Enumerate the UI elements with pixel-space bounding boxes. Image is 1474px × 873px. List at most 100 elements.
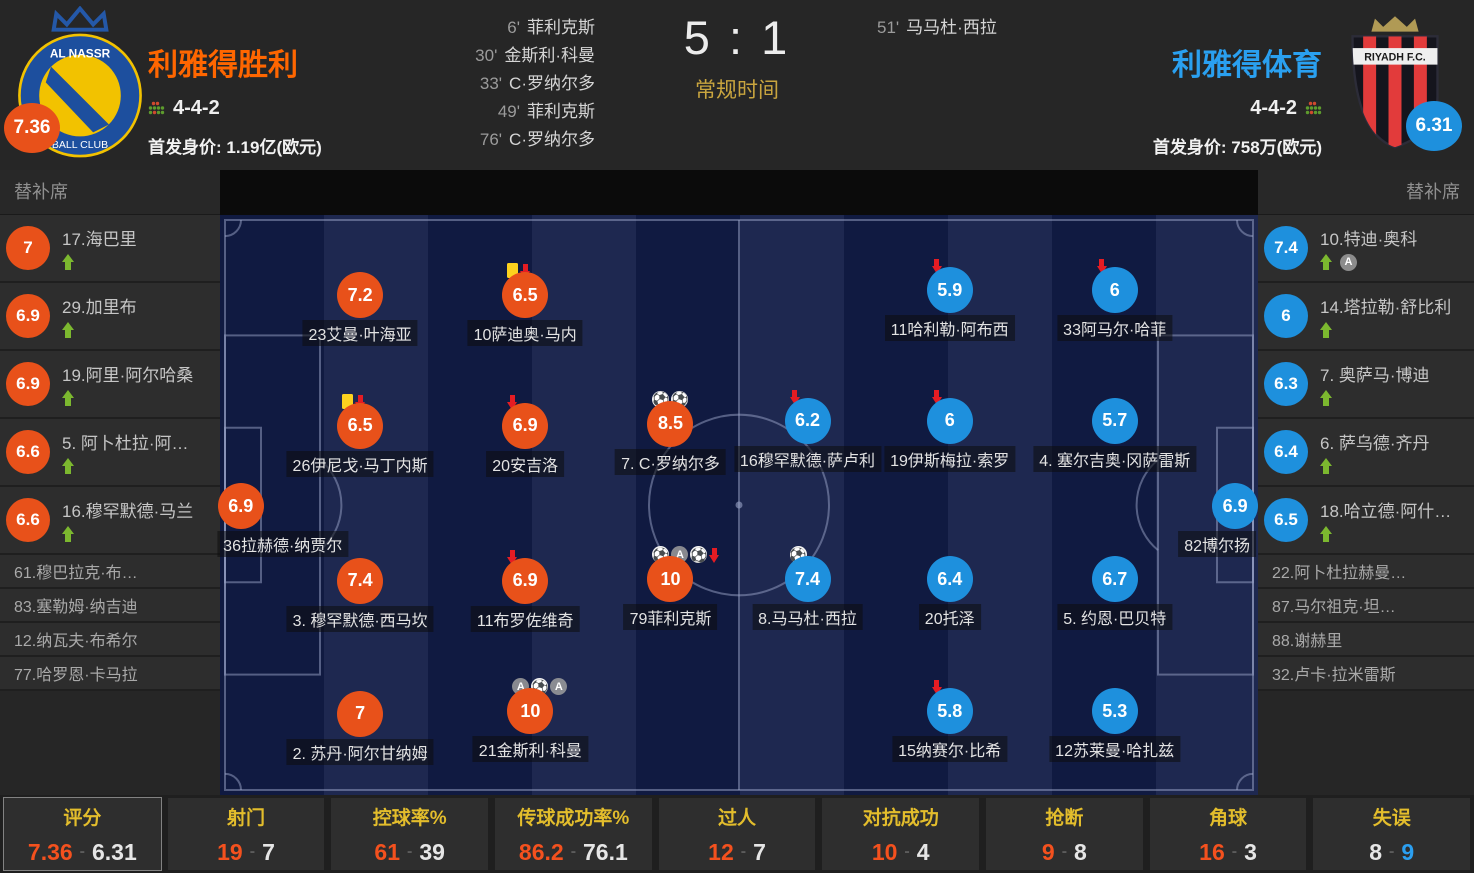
bench-player-rating-badge: 6.6 [6, 498, 50, 542]
home-logo-text-top: AL NASSR [50, 46, 111, 60]
stat-cell[interactable]: 失误 8-9 [1313, 798, 1471, 870]
away-bench-sidebar: 替补席 7.4 10.特迪·奥科 A 6 14.塔拉勒·舒比利 6.3 7. 奥萨马·博迪 6… [1258, 170, 1474, 795]
sub-in-icon [62, 322, 74, 338]
player-name-label: 20安吉洛 [486, 450, 565, 477]
sub-out-icon [709, 548, 720, 564]
bench-row[interactable]: 6.4 6. 萨乌德·齐丹 [1258, 419, 1474, 487]
stat-cell[interactable]: 传球成功率% 86.2-76.1 [495, 798, 652, 870]
bench-row[interactable]: 12.纳瓦夫·布希尔 [0, 623, 220, 657]
stat-values: 9-8 [1042, 839, 1087, 866]
bench-player-name: 61.穆巴拉克·布… [14, 565, 138, 582]
player-name-label: 20托泽 [918, 604, 981, 631]
bench-row[interactable]: 6.3 7. 奥萨马·博迪 [1258, 351, 1474, 419]
bench-row[interactable]: 7.4 10.特迪·奥科 A [1258, 215, 1474, 283]
match-stats-bar: 评分 7.36-6.31 射门 19-7 控球率% 61-39 传球成功率% 86.2-76.… [0, 795, 1474, 873]
stat-separator: - [904, 843, 910, 860]
away-formation-icon [1305, 101, 1322, 114]
goal-icon: ⚽ [690, 546, 708, 564]
bench-row[interactable]: 83.塞勒姆·纳吉迪 [0, 589, 220, 623]
stat-cell[interactable]: 评分 7.36-6.31 [3, 797, 162, 871]
player-name-label: 23艾曼·叶海亚 [302, 320, 418, 347]
scorer-minute: 6' [507, 18, 520, 37]
score-block: 5 : 1 常规时间 [637, 10, 837, 104]
stat-label: 控球率% [372, 807, 447, 829]
bench-player-name: 18.哈立德·阿什… [1320, 502, 1452, 521]
bench-row[interactable]: 6 14.塔拉勒·舒比利 [1258, 283, 1474, 351]
yellow-card-icon [507, 263, 519, 279]
stat-cell[interactable]: 角球 16-3 [1149, 798, 1307, 870]
scorer-minute: 51' [877, 18, 900, 37]
bench-player-rating-badge: 6.9 [6, 294, 50, 338]
stat-cell[interactable]: 控球率% 61-39 [331, 798, 489, 870]
stat-label: 过人 [718, 807, 757, 829]
match-header: AL NASSR BALL CLUB 7.36 利雅得胜利 4-4-2 首发身价… [0, 0, 1474, 170]
stat-cell[interactable]: 抢断 9-8 [986, 798, 1143, 870]
bench-row[interactable]: 77.哈罗恩·卡马拉 [0, 657, 220, 691]
player-rating-badge: 6.4 [926, 556, 973, 603]
stat-away-value: 7 [262, 838, 275, 865]
bench-player-name: 12.纳瓦夫·布希尔 [14, 633, 138, 650]
bench-row[interactable]: 22.阿卜杜拉赫曼… [1258, 555, 1474, 589]
scorer-line: 51' 马马杜·西拉 [877, 14, 1137, 42]
player-name-label: 10萨迪奥·马内 [467, 320, 583, 347]
sub-in-icon [62, 390, 74, 406]
bench-row[interactable]: 61.穆巴拉克·布… [0, 555, 220, 589]
player-rating-badge: 10 [647, 556, 694, 603]
player-name-label: 7. C·罗纳尔多 [615, 448, 726, 475]
away-team-name[interactable]: 利雅得体育 [1172, 49, 1322, 82]
stat-cell[interactable]: 对抗成功 10-4 [822, 798, 980, 870]
bench-row[interactable]: 6.6 5. 阿卜杜拉·阿… [0, 419, 220, 487]
stat-home-value: 9 [1041, 838, 1055, 865]
bench-player-name: 17.海巴里 [62, 230, 137, 249]
player-name-label: 3. 穆罕默德·西马坎 [286, 605, 434, 632]
stat-away-value: 6.31 [92, 838, 137, 865]
sub-in-icon [62, 458, 74, 474]
player-rating-badge: 6.5 [502, 272, 549, 319]
home-bench-sidebar: 替补席 7 17.海巴里 6.9 29.加里布 6.9 19.阿里·阿尔哈桑 6.6 5. 阿… [0, 170, 220, 795]
bench-row[interactable]: 7 17.海巴里 [0, 215, 220, 283]
stat-away-value: 39 [419, 838, 445, 865]
player-rating-badge: 6.9 [502, 402, 549, 449]
scorer-name: 马马杜·西拉 [906, 18, 997, 37]
stat-cell[interactable]: 射门 19-7 [167, 798, 325, 870]
stat-home-value: 16 [1199, 838, 1225, 865]
home-team-info: 利雅得胜利 4-4-2 首发身价: 1.19亿(欧元) [148, 40, 322, 158]
sub-in-icon [1320, 458, 1332, 474]
sub-in-icon [62, 254, 74, 270]
stat-values: 19-7 [217, 839, 275, 866]
home-team-name[interactable]: 利雅得胜利 [148, 49, 298, 82]
match-score: 5 : 1 [683, 11, 791, 64]
sub-in-icon [1320, 526, 1332, 542]
stat-separator: - [1061, 843, 1068, 860]
bench-row[interactable]: 32.卢卡·拉米雷斯 [1258, 657, 1474, 691]
bench-row[interactable]: 6.6 16.穆罕默德·马兰 [0, 487, 220, 555]
away-formation: 4-4-2 [1250, 97, 1297, 119]
stat-away-value: 4 [916, 838, 930, 865]
stat-separator: - [79, 843, 85, 860]
bench-row[interactable]: 87.马尔祖克·坦… [1258, 589, 1474, 623]
bench-row[interactable]: 6.9 19.阿里·阿尔哈桑 [0, 351, 220, 419]
bench-player-rating-badge: 6 [1264, 294, 1308, 338]
stat-away-value: 9 [1401, 838, 1415, 865]
bench-row[interactable]: 6.5 18.哈立德·阿什… [1258, 487, 1474, 555]
bench-player-name: 87.马尔祖克·坦… [1272, 599, 1396, 616]
stat-separator: - [407, 843, 413, 860]
bench-row[interactable]: 6.9 29.加里布 [0, 283, 220, 351]
home-logo-text-bottom: BALL CLUB [52, 139, 108, 151]
player-rating-badge: 6.9 [502, 557, 549, 604]
match-status: 常规时间 [695, 79, 779, 102]
player-name-label: 4. 塞尔吉奥·冈萨雷斯 [1033, 445, 1197, 472]
stat-home-value: 7.36 [27, 838, 73, 865]
home-logo-crown [51, 5, 109, 32]
bench-row[interactable]: 88.谢赫里 [1258, 623, 1474, 657]
stat-cell[interactable]: 过人 12-7 [658, 798, 816, 870]
scorer-line: 76' C·罗纳尔多 [330, 126, 595, 154]
stat-home-value: 19 [217, 838, 243, 865]
scorer-line: 33' C·罗纳尔多 [330, 70, 595, 98]
home-formation: 4-4-2 [173, 97, 220, 119]
bench-player-rating-badge: 6.3 [1264, 362, 1308, 406]
bench-player-name: 83.塞勒姆·纳吉迪 [14, 599, 138, 616]
player-name-label: 16穆罕默德·萨卢利 [733, 445, 882, 472]
stat-home-value: 12 [708, 838, 734, 865]
pitch-lines [224, 219, 1254, 791]
